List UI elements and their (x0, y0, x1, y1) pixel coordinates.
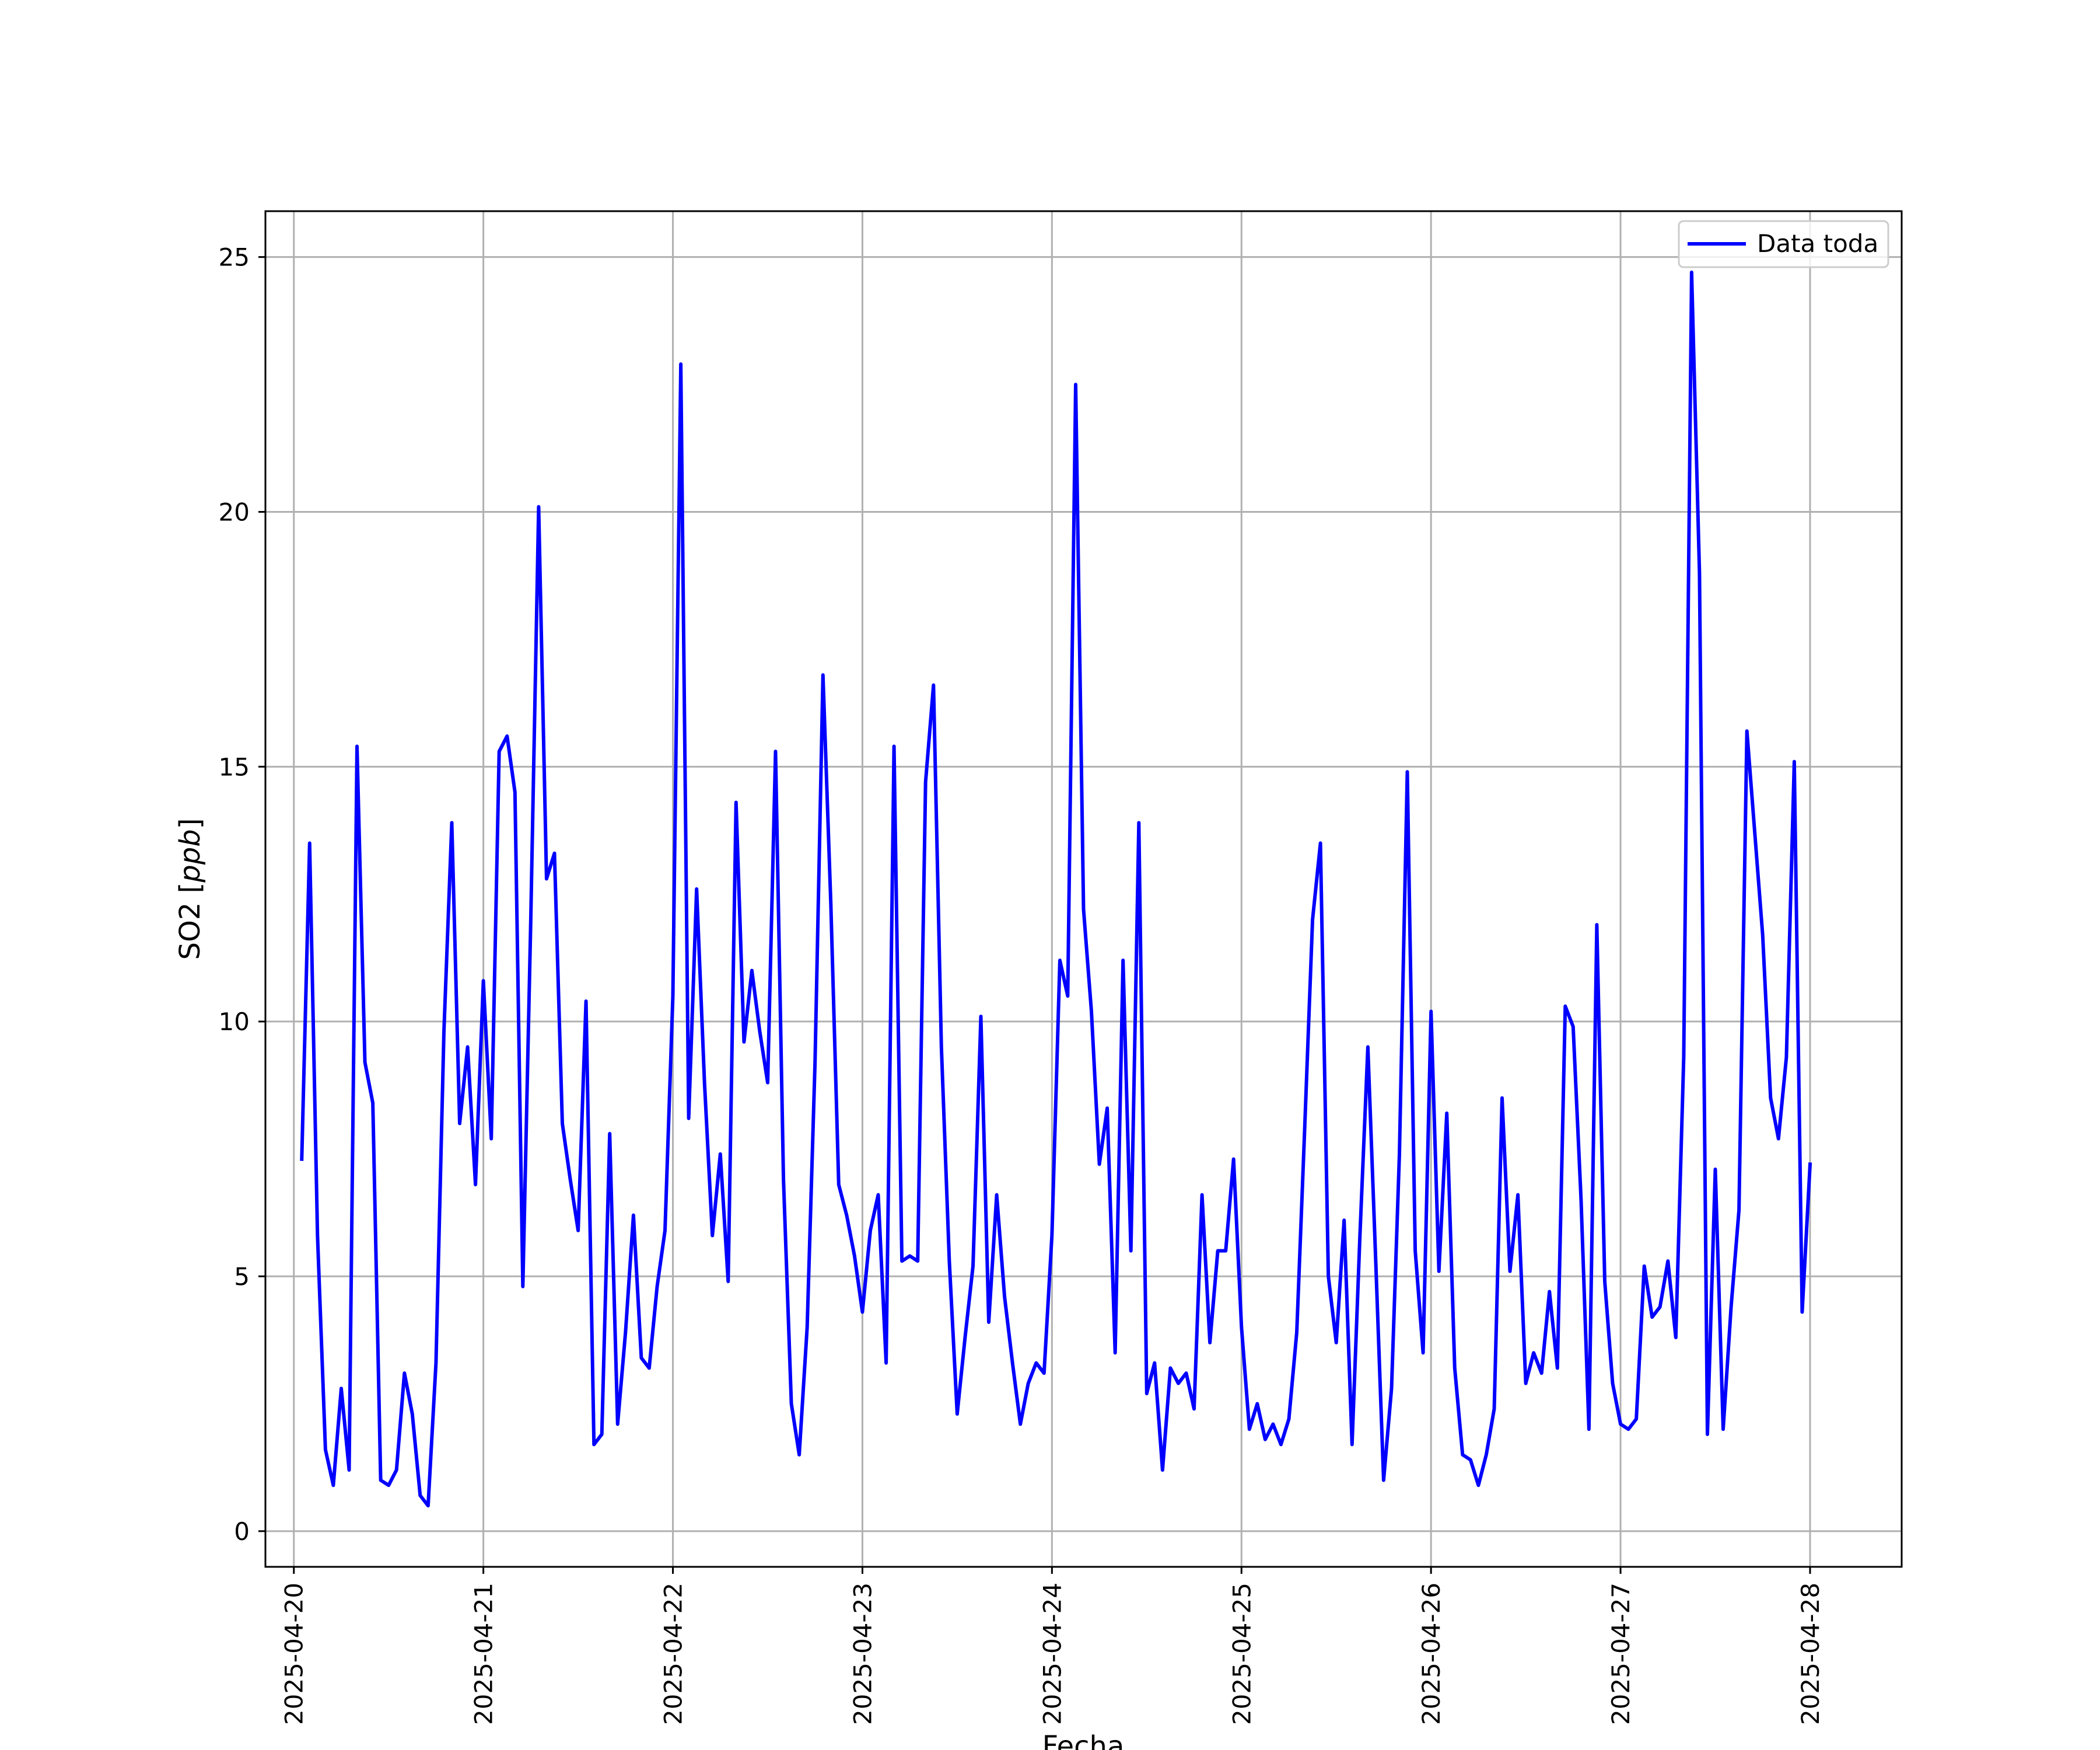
y-axis-label-close: ] (174, 818, 206, 830)
legend-frame (1678, 220, 1889, 268)
y-tick-label: 20 (219, 498, 250, 526)
grid (265, 211, 1902, 1567)
y-tick-label: 15 (219, 752, 250, 781)
x-tick-label: 2025-04-20 (280, 1583, 309, 1725)
y-axis-label-text: SO2 [ (174, 883, 206, 960)
ticks: 2025-04-20 2025-04-21 2025-04-22 2025-04-23… (219, 243, 1825, 1725)
legend: Data toda (1678, 220, 1889, 268)
x-tick-label: 2025-04-21 (470, 1583, 498, 1725)
x-tick-label: 2025-04-23 (848, 1583, 877, 1725)
legend-label: Data toda (1757, 229, 1878, 258)
y-axis-label: SO2 [ppb] (174, 818, 206, 960)
y-tick-label: 25 (219, 243, 250, 272)
x-tick-label: 2025-04-28 (1796, 1583, 1825, 1725)
y-tick-label: 10 (219, 1007, 250, 1036)
series-layer (300, 270, 1812, 1508)
plot-frame (264, 210, 1903, 1568)
y-tick-label: 0 (234, 1517, 250, 1546)
x-tick-label: 2025-04-27 (1606, 1583, 1635, 1725)
y-tick-label: 5 (234, 1262, 250, 1291)
x-tick-label: 2025-04-25 (1227, 1583, 1256, 1725)
x-axis-label: Fecha (1042, 1730, 1125, 1750)
y-axis-label-unit: ppb (174, 829, 206, 883)
x-tick-label: 2025-04-24 (1038, 1583, 1066, 1725)
x-tick-label: 2025-04-22 (659, 1583, 688, 1725)
series-line-0 (300, 270, 1812, 1508)
x-tick-label: 2025-04-26 (1417, 1583, 1446, 1725)
